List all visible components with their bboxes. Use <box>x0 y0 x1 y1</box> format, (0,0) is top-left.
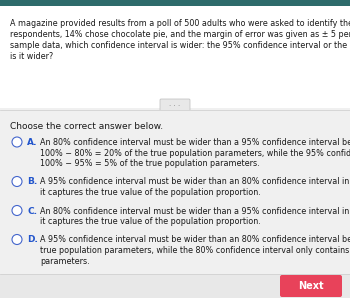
Text: A magazine provided results from a poll of 500 adults who were asked to identify: A magazine provided results from a poll … <box>10 19 350 28</box>
Text: · · ·: · · · <box>169 103 181 109</box>
Text: sample data, which confidence interval is wider: the 95% confidence interval or : sample data, which confidence interval i… <box>10 41 350 50</box>
FancyBboxPatch shape <box>0 274 350 298</box>
Text: A 95% confidence interval must be wider than an 80% confidence interval in order: A 95% confidence interval must be wider … <box>40 178 350 187</box>
Text: A.: A. <box>27 138 37 147</box>
Text: 100% − 80% = 20% of the true population parameters, while the 95% confidence int: 100% − 80% = 20% of the true population … <box>40 148 350 158</box>
Text: Choose the correct answer below.: Choose the correct answer below. <box>10 122 163 131</box>
Text: it captures the true value of the population proportion.: it captures the true value of the popula… <box>40 188 261 197</box>
Text: B.: B. <box>27 178 37 187</box>
Circle shape <box>12 206 22 215</box>
Text: true population parameters, while the 80% confidence interval only contains 80% : true population parameters, while the 80… <box>40 246 350 255</box>
FancyBboxPatch shape <box>0 110 350 298</box>
Text: it captures the true value of the population proportion.: it captures the true value of the popula… <box>40 217 261 226</box>
FancyBboxPatch shape <box>0 6 350 108</box>
Circle shape <box>12 137 22 147</box>
FancyBboxPatch shape <box>160 99 190 112</box>
Text: An 80% confidence interval must be wider than a 95% confidence interval in order: An 80% confidence interval must be wider… <box>40 207 350 215</box>
Text: D.: D. <box>27 235 38 244</box>
Circle shape <box>12 235 22 244</box>
FancyBboxPatch shape <box>280 275 342 297</box>
FancyBboxPatch shape <box>0 0 350 6</box>
Text: C.: C. <box>27 207 37 215</box>
Text: 100% − 95% = 5% of the true population parameters.: 100% − 95% = 5% of the true population p… <box>40 159 260 168</box>
Text: respondents, 14% chose chocolate pie, and the margin of error was given as ± 5 p: respondents, 14% chose chocolate pie, an… <box>10 30 350 39</box>
Text: is it wider?: is it wider? <box>10 52 53 61</box>
Text: parameters.: parameters. <box>40 257 90 266</box>
Text: Next: Next <box>298 281 324 291</box>
Text: A 95% confidence interval must be wider than an 80% confidence interval because : A 95% confidence interval must be wider … <box>40 235 350 244</box>
Text: An 80% confidence interval must be wider than a 95% confidence interval because : An 80% confidence interval must be wider… <box>40 138 350 147</box>
Circle shape <box>12 176 22 187</box>
